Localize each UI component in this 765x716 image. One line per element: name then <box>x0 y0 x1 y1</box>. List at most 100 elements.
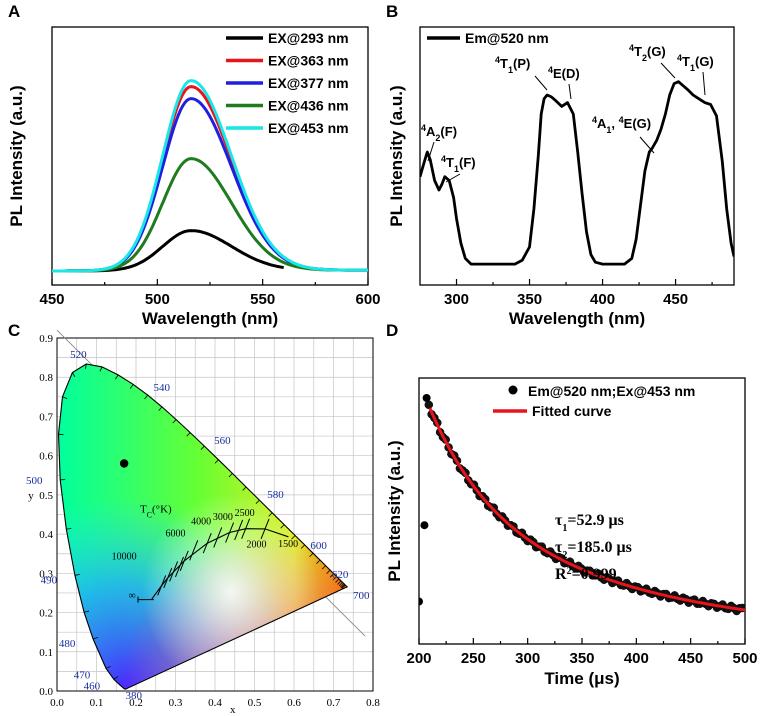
panel-c-locus-tick <box>242 486 247 491</box>
panel-b-annotation-leader <box>702 71 706 96</box>
panel-b-annotation-leader <box>639 136 655 154</box>
panel-d-xtick-label: 500 <box>732 650 757 667</box>
panel-b-annotation-part: 4 <box>495 55 500 65</box>
panel-b-annotation-part: 2 <box>435 133 440 143</box>
panel-c-wavelength-label: 500 <box>26 475 43 487</box>
panel-c-wavelength-label: 620 <box>332 569 349 581</box>
panel-c-wavelength-label: 470 <box>74 669 91 681</box>
panel-c-xtick-label: 0.1 <box>90 697 104 709</box>
panel-c-ytick-label: 0.3 <box>39 568 53 580</box>
panel-c-ytick-label: 0.1 <box>39 647 53 659</box>
panel-b-annotation: 4T2(G) <box>629 43 666 63</box>
panel-a-xtick-label: 500 <box>145 291 170 308</box>
panel-a-legend-label: EX@453 nm <box>268 120 349 136</box>
panel-b-annotation: 4A2(F) <box>421 123 457 143</box>
panel-c-isotemp-tick <box>189 540 199 561</box>
panel-d-r2: R2=0.999 <box>555 566 617 584</box>
panel-b-series-line <box>420 80 734 266</box>
panel-c-locus-tick <box>338 582 343 587</box>
panel-c-locus-tick <box>92 636 98 640</box>
panel-c-ylabel: y <box>28 490 34 502</box>
panel-c-locus-tick <box>228 473 233 478</box>
panel-c-ytick-label: 0.0 <box>39 686 53 698</box>
panel-a-ylabel: PL Intensity (a.u.) <box>7 85 26 226</box>
panel-c-temperature-label: 2000 <box>246 539 266 550</box>
panel-c-locus-tick <box>340 584 345 589</box>
panel-c-locus-tick <box>332 576 337 581</box>
panel-c-xtick-label: 0.7 <box>327 697 341 709</box>
panel-c-xtick-label: 0.3 <box>169 697 183 709</box>
panel-c-wavelength-label: 490 <box>41 574 58 586</box>
panel-b-annotation-part: (G) <box>647 44 666 59</box>
panel-c-ytick-label: 0.5 <box>39 490 53 502</box>
panel-c-locus-tick <box>84 610 90 613</box>
panel-b-xtick-label: 450 <box>663 291 688 308</box>
panel-b-annotation-part: 4 <box>629 43 634 53</box>
panel-d-tau2: τ2=185.0 μs <box>555 539 632 561</box>
panel-d-decay-curve: 200 250 300 350 400 450 500 Em@520 nm;Ex@453 n… <box>385 377 758 688</box>
panel-b-annotation-part: A <box>597 116 607 131</box>
panel-b-annotation-part: 4 <box>441 154 446 164</box>
panel-c-ytick-label: 0.7 <box>39 411 53 423</box>
panel-c-locus-tick <box>99 366 103 372</box>
panel-d-xtick-label: 400 <box>624 650 649 667</box>
panel-b-annotation-part: 1 <box>606 125 611 135</box>
panel-a-xlabel: Wavelength (nm) <box>142 309 278 328</box>
panel-a-series-line <box>52 229 284 273</box>
panel-c-ytick-label: 0.9 <box>39 333 53 345</box>
panel-d-data-point <box>419 597 423 606</box>
panel-c-isotemp-tick <box>175 556 184 578</box>
panel-c-wavelength-label: 540 <box>153 382 170 394</box>
panel-a-legend-label: EX@293 nm <box>268 30 349 46</box>
panel-d-fit-line <box>428 407 745 612</box>
panel-c-locus-tick <box>255 499 260 504</box>
panel-b-annotation-part: (F) <box>440 124 457 139</box>
panel-d-data-point <box>424 400 434 410</box>
panel-d-tau2-symbol: τ <box>555 539 563 556</box>
panel-c-xtick-label: 0.5 <box>248 697 262 709</box>
panel-d-r2-index: 2 <box>567 566 572 577</box>
panel-c-xtick-label: 0.6 <box>287 697 301 709</box>
panel-c-wavelength-label: 700 <box>353 590 370 602</box>
panel-b-annotation-part: A <box>426 124 436 139</box>
panel-b-annotation-part: 4 <box>421 123 426 133</box>
panel-c-wavelength-label: 520 <box>70 349 87 361</box>
panel-b-annotation-part: E(G) <box>624 116 651 131</box>
panel-b-xtick-label: 300 <box>444 291 469 308</box>
panel-d-legend-label: Fitted curve <box>532 403 612 419</box>
panel-b-annotation-part: T <box>446 155 454 170</box>
panel-c-temperature-label: 1500 <box>278 539 298 550</box>
panel-a-legend-label: EX@377 nm <box>268 75 349 91</box>
panel-c-isotemp-tick <box>163 567 173 589</box>
panel-c-locus-tick <box>214 459 219 464</box>
panel-b-annotation-part: 1 <box>454 164 459 174</box>
panel-a-xtick-label: 450 <box>39 291 64 308</box>
panel-b-annotation-part: 4 <box>548 65 553 75</box>
panel-c-isotemp-tick <box>157 575 167 596</box>
panel-b-legend-label: Em@520 nm <box>465 30 549 46</box>
panel-a-xtick-label: 550 <box>250 291 275 308</box>
panel-b-annotation-part: (F) <box>459 155 476 170</box>
panel-c-xtick-label: 0.0 <box>50 697 64 709</box>
panel-c-locus-tick <box>66 528 72 530</box>
panel-b-annotation: 4T1(P) <box>495 55 530 75</box>
panel-b-xtick-label: 350 <box>517 291 542 308</box>
panel-c-xtick-label: 0.4 <box>208 697 222 709</box>
panel-b-annotation-part: (G) <box>695 54 714 69</box>
panel-b-annotation-part: (P) <box>513 56 530 71</box>
panel-b-annotation-part: 1 <box>690 63 695 73</box>
panel-c-cie-diagram: 0.0 0.1 0.2 0.3 0.4 0.5 0.6 0.7 0.8 0.0 0.1 0.2 0.3 0… <box>26 329 380 716</box>
panel-c-locus-tick <box>329 573 335 578</box>
panel-c-locus-tick <box>85 363 87 369</box>
panel-c-locus-tick <box>144 394 149 400</box>
panel-c-isotemp-tick <box>260 518 270 540</box>
panel-c-locus-tick <box>74 573 80 576</box>
panel-c-locus-tick <box>172 419 177 424</box>
panel-c-wavelength-label: 580 <box>267 489 284 501</box>
panel-c-isotemp-tick <box>169 561 179 582</box>
panel-d-tau1-symbol: τ <box>555 512 563 529</box>
panel-d-data-point <box>422 394 431 402</box>
panel-c-wavelength-label: 380 <box>126 690 143 702</box>
panel-d-xlabel: Time (μs) <box>544 669 619 688</box>
panel-c-tc-sub: C <box>147 510 152 519</box>
